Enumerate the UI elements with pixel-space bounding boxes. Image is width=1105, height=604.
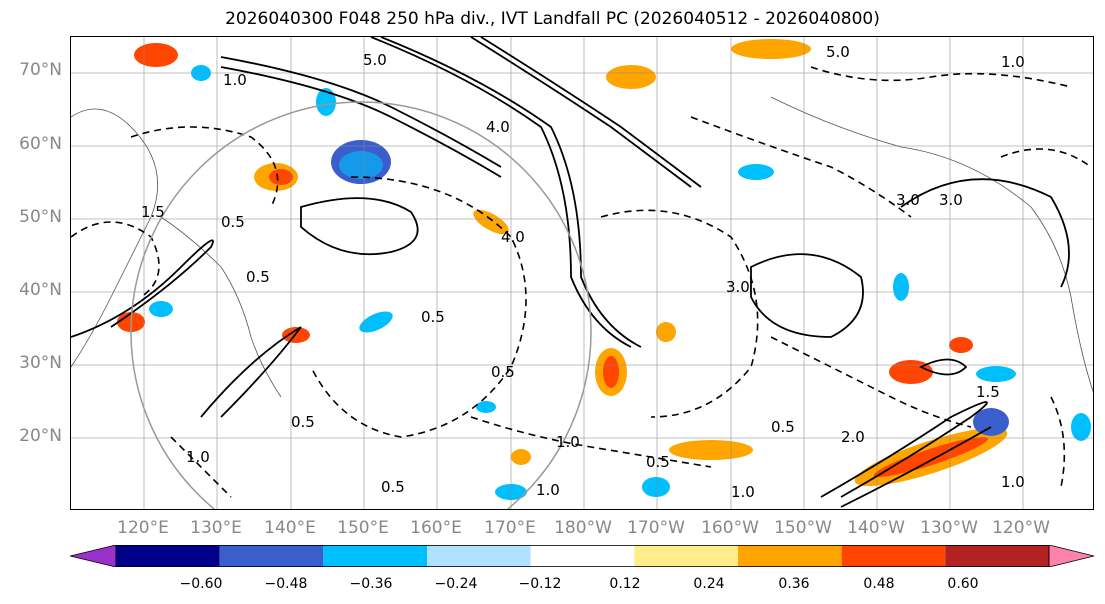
lat-label: 50°N [19, 207, 62, 227]
contour-label: 1.0 [223, 71, 247, 89]
map-panel: 5.0 5.0 4.0 4.0 3.0 3.0 3.0 1.0 1.0 1.0 … [70, 36, 1094, 510]
div-fill-negative [1071, 413, 1091, 441]
lon-label: 150°W [774, 518, 832, 538]
div-fill-positive [269, 169, 293, 185]
contour-label: 1.5 [976, 383, 1000, 401]
contour-label: 0.5 [421, 308, 445, 326]
colorbar-tick-label: −0.12 [518, 576, 562, 592]
landfall-region-circle [130, 101, 592, 509]
contour-label: 1.0 [186, 448, 210, 466]
colorbar-tick-label: 0.24 [693, 576, 725, 592]
lon-label: 130°W [920, 518, 978, 538]
contour-label: 0.5 [291, 413, 315, 431]
contour-label: 3.0 [726, 278, 750, 296]
coastlines [71, 96, 1093, 398]
div-fill-negative [359, 311, 393, 333]
colorbar [70, 545, 1095, 567]
ivt-contours-dashed [71, 66, 1092, 498]
ivt-contours [71, 37, 1070, 508]
div-fill-negative [339, 151, 383, 179]
div-fill-positive [949, 337, 973, 353]
lat-label: 60°N [19, 134, 62, 154]
colorbar-segment [116, 545, 220, 567]
contour-label: 4.0 [501, 228, 525, 246]
lon-label: 160°W [701, 518, 759, 538]
div-fill-positive [656, 322, 676, 342]
colorbar-tick-label: 0.60 [947, 576, 979, 592]
div-fill-negative [738, 164, 774, 180]
div-fill-negative [893, 273, 909, 301]
contour-label-group: 5.0 5.0 4.0 4.0 3.0 3.0 3.0 1.0 1.0 1.0 … [141, 43, 1025, 501]
colorbar-extend-min [70, 545, 117, 567]
contour-label: 0.5 [246, 268, 270, 286]
contour-label: 1.5 [141, 203, 165, 221]
lat-label: 30°N [19, 353, 62, 373]
div-fill-positive [731, 39, 811, 59]
colorbar-extend-max [1048, 545, 1095, 567]
lon-label: 170°W [627, 518, 685, 538]
div-fill-negative [976, 366, 1016, 382]
colorbar-border [115, 545, 1050, 567]
colorbar-tick-label: −0.24 [434, 576, 478, 592]
colorbar-segment [634, 545, 738, 567]
colorbar-segment [427, 545, 531, 567]
contour-label: 4.0 [486, 118, 510, 136]
colorbar-segment [323, 545, 427, 567]
colorbar-tick-label: 0.12 [609, 576, 641, 592]
lat-label: 40°N [19, 280, 62, 300]
colorbar-tick-label: 0.48 [863, 576, 895, 592]
lon-label: 150°E [337, 518, 389, 538]
colorbar-segment [841, 545, 946, 567]
contour-label: 1.0 [1001, 53, 1025, 71]
colorbar-tick-label: −0.60 [179, 576, 223, 592]
colorbar-segment [738, 545, 842, 567]
lat-label: 70°N [19, 60, 62, 80]
lon-label: 160°E [410, 518, 462, 538]
contour-label: 0.5 [771, 418, 795, 436]
contour-label: 5.0 [363, 51, 387, 69]
lon-label: 140°W [847, 518, 905, 538]
div-fill-negative [476, 401, 496, 413]
lon-label: 130°E [190, 518, 242, 538]
contour-label: 0.5 [646, 453, 670, 471]
contour-label: 1.0 [556, 433, 580, 451]
div-fill-positive [473, 209, 509, 235]
contour-label: 3.0 [896, 191, 920, 209]
div-fill-positive [511, 449, 531, 465]
contour-label: 0.5 [491, 363, 515, 381]
div-fill-negative [316, 88, 336, 116]
contour-label: 5.0 [826, 43, 850, 61]
contour-label: 1.0 [731, 483, 755, 501]
lon-label: 120°E [117, 518, 169, 538]
colorbar-segment [945, 545, 1049, 567]
div-fill-negative [149, 301, 173, 317]
colorbar-segment [530, 545, 635, 567]
map-svg: 5.0 5.0 4.0 4.0 3.0 3.0 3.0 1.0 1.0 1.0 … [71, 37, 1093, 509]
colorbar-tick-label: 0.36 [778, 576, 810, 592]
div-fill-positive [873, 436, 989, 478]
div-fill-negative [642, 477, 670, 497]
contour-label: 3.0 [939, 191, 963, 209]
chart-title: 2026040300 F048 250 hPa div., IVT Landfa… [225, 9, 880, 29]
contour-label: 2.0 [841, 428, 865, 446]
contour-label: 0.5 [381, 478, 405, 496]
lat-label: 20°N [19, 426, 62, 446]
contour-label: 0.5 [221, 213, 245, 231]
graticule [71, 37, 1093, 509]
div-fill-negative [973, 408, 1009, 436]
contour-label: 1.0 [536, 481, 560, 499]
contour-label: 1.0 [1001, 473, 1025, 491]
lon-label: 180°W [554, 518, 612, 538]
lon-label: 140°E [264, 518, 316, 538]
div-fill-positive [603, 356, 619, 388]
div-fill-positive [134, 43, 178, 67]
colorbar-segment [219, 545, 324, 567]
colorbar-tick-label: −0.48 [264, 576, 308, 592]
lon-label: 170°E [484, 518, 536, 538]
lon-label: 120°W [992, 518, 1050, 538]
colorbar-tick-label: −0.36 [349, 576, 393, 592]
div-fill-positive [669, 440, 753, 460]
div-fill-positive [606, 65, 656, 89]
